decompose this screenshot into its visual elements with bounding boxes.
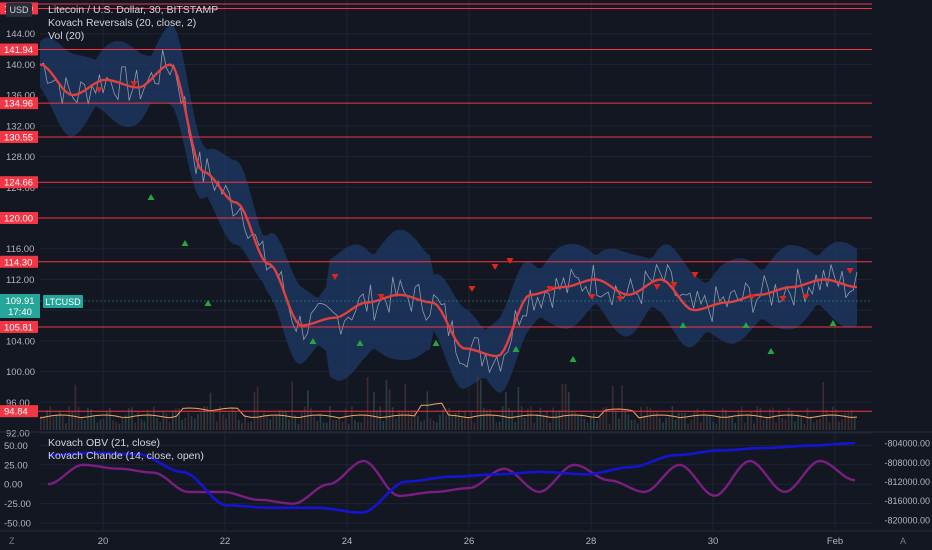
obv-line (47, 441, 855, 514)
legend-volume[interactable]: Vol (20) (48, 30, 85, 42)
level-label: 130.55 (4, 132, 33, 143)
volume-ma-line (39, 402, 858, 419)
legend-kovach-chande[interactable]: Kovach Chande (14, close, open) (48, 450, 204, 462)
currency-button[interactable]: USD (6, 3, 32, 17)
kovach-ma-line (39, 63, 858, 358)
price-tick-label: 96.00 (6, 398, 30, 409)
price-line (39, 49, 858, 374)
time-tick-label: 28 (586, 536, 597, 547)
time-tick-label: 24 (342, 536, 353, 547)
price-axis[interactable]: 144.00 140.00 136.00 132.00 128.00 124.00 120.… (0, 2, 38, 440)
level-label: 134.96 (4, 99, 33, 110)
osc-left-tick: 50.00 (4, 441, 28, 452)
reversal-markers (95, 81, 854, 362)
osc-right-tick: -812000.00 (884, 477, 930, 487)
price-tick-label: 144.00 (6, 29, 35, 40)
time-tick-label: 20 (98, 536, 109, 547)
auto-scale-toggle[interactable]: A (900, 536, 906, 546)
osc-left-tick: 0.00 (4, 480, 23, 491)
osc-right-tick: -808000.00 (884, 458, 930, 468)
osc-left-tick: 25.00 (4, 460, 28, 471)
legend-kovach-obv[interactable]: Kovach OBV (21, close) (48, 437, 161, 449)
current-price-marker: 109.91 17:40 LTCUSD (0, 294, 872, 318)
volume-bars (40, 376, 856, 430)
price-tick-label: 128.00 (6, 152, 35, 163)
price-tick-label: 116.00 (6, 244, 34, 255)
level-lines (0, 3, 872, 412)
level-label: 124.66 (4, 178, 33, 189)
time-axis[interactable]: 20 22 24 26 28 30 Feb (98, 536, 843, 547)
kovach-band (40, 24, 857, 393)
price-tick-label: 104.00 (6, 336, 35, 347)
symbol-label: LTCUSD (45, 297, 81, 307)
time-tick-label: 30 (708, 536, 719, 547)
legend-kovach-reversals[interactable]: Kovach Reversals (20, close, 2) (48, 17, 197, 29)
level-label: 105.81 (4, 322, 33, 333)
level-label: 114.30 (4, 257, 32, 268)
chart-title[interactable]: Litecoin / U.S. Dollar, 30, BITSTAMP (48, 4, 219, 16)
price-tick-label: 136.00 (6, 91, 35, 102)
price-tick-label: 132.00 (6, 121, 35, 132)
osc-right-tick: -816000.00 (884, 496, 930, 506)
osc-right-tick: -804000.00 (884, 439, 930, 449)
current-price-countdown: 17:40 (8, 307, 32, 318)
price-tick-label: 112.00 (6, 275, 34, 286)
price-tick-label: 100.00 (6, 367, 35, 378)
current-price-value: 109.91 (5, 296, 34, 307)
time-tick-label: 26 (464, 536, 475, 547)
level-label: 141.94 (4, 45, 33, 56)
osc-axis[interactable]: 50.00 25.00 0.00 -25.00 -50.00 -804000.00 -808… (4, 439, 930, 530)
time-tick-label: Feb (827, 536, 843, 547)
chande-line (47, 459, 856, 505)
level-label: 120.00 (4, 214, 33, 225)
osc-left-tick: -25.00 (4, 499, 31, 510)
time-tick-label: 22 (220, 536, 231, 547)
price-tick-label: 124.00 (6, 183, 35, 194)
timezone-toggle[interactable]: Z (9, 536, 15, 546)
osc-right-tick: -820000.00 (884, 515, 930, 525)
osc-left-tick: -50.00 (4, 519, 31, 530)
level-label: 94.84 (4, 407, 28, 418)
price-tick-label: 92.00 (6, 429, 30, 440)
osc-grid (40, 444, 872, 524)
price-tick-label: 140.00 (6, 60, 35, 71)
